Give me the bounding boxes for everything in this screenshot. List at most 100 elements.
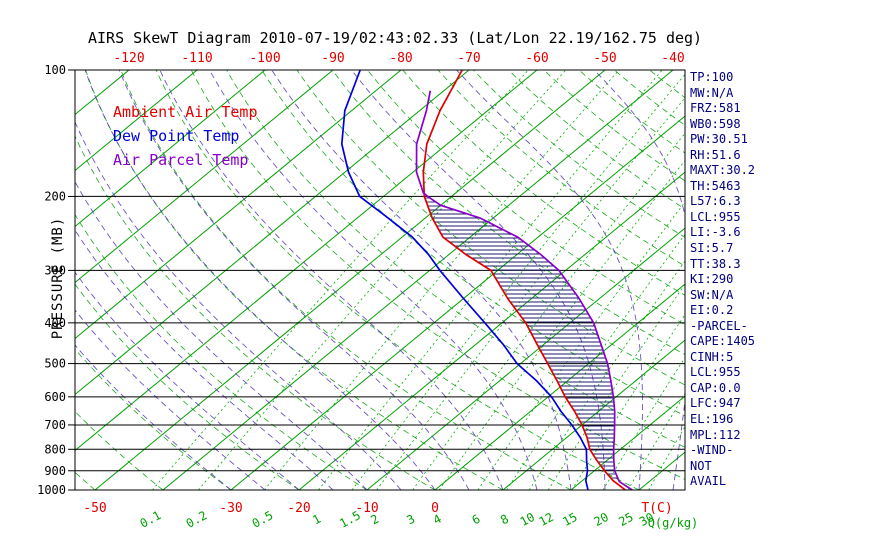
- isotherm-line: [75, 70, 470, 396]
- mixing-ratio-line: [627, 393, 685, 490]
- stats-panel: TP:100 MW:N/A FRZ:581 WB0:598 PW:30.51 RH:51.…: [690, 70, 755, 490]
- mixing-ratio-line: [506, 233, 685, 490]
- mixing-ratio-tick-label: 1: [310, 512, 323, 528]
- ambient-air-temp-curve: [422, 70, 626, 490]
- dry-adiabat-line: [367, 70, 685, 326]
- mixing-ratio-line: [351, 73, 685, 490]
- dry-adiabat-line: [543, 70, 685, 182]
- top-temp-tick-label: -70: [457, 51, 480, 66]
- stats-line: PW:30.51: [690, 132, 748, 147]
- stats-line: FRZ:581: [690, 101, 741, 116]
- mixing-ratio-tick-label: 15: [560, 510, 579, 529]
- plot-border: [74, 69, 686, 491]
- mixing-ratio-tick-label: 25: [616, 510, 635, 529]
- bottom-temp-tick-label: -10: [355, 501, 378, 516]
- mixing-ratio-tick-label: 8: [498, 512, 511, 528]
- dry-adiabat-line: [75, 213, 368, 490]
- mixing-ratio-tick-label: 0.1: [138, 508, 164, 531]
- dew-point-temp-curve: [340, 70, 589, 490]
- dry-adiabat-line: [437, 70, 685, 267]
- top-temp-tick-label: -100: [249, 51, 280, 66]
- stats-line: NOT: [690, 458, 712, 473]
- moist-adiabat-line: [593, 70, 685, 490]
- stats-line: CAPE:1405: [690, 334, 756, 349]
- isotherm-line: [75, 70, 402, 340]
- isotherm-line: [570, 395, 685, 490]
- page-title: AIRS SkewT Diagram 2010-07-19/02:43:02.3…: [88, 29, 703, 47]
- bottom-temp-tick-label: -50: [83, 501, 106, 516]
- dry-adiabat-line: [85, 70, 504, 490]
- isotherm-line: [75, 70, 538, 452]
- stats-line: LI:-3.6: [690, 225, 741, 240]
- mixing-ratio-line: [412, 132, 685, 490]
- mixing-ratio-line: [318, 70, 663, 490]
- moist-adiabat-line: [271, 70, 572, 490]
- stats-line: SI:5.7: [690, 241, 734, 256]
- isotherm-line: [162, 70, 674, 490]
- pressure-tick-label: 200: [44, 189, 66, 203]
- stats-line: TP:100: [690, 70, 734, 84]
- stats-line: -WIND-: [690, 443, 734, 458]
- pressure-tick-label: 400: [44, 316, 66, 330]
- pressure-tick-label: 900: [44, 464, 66, 478]
- mixing-ratio-tick-label: 20: [592, 510, 611, 529]
- mixing-ratio-tick-label: 12: [537, 510, 556, 529]
- stats-line: LFC:947: [690, 396, 741, 411]
- bottom-temp-tick-label: -20: [287, 501, 310, 516]
- air-parcel-temp-curve: [415, 90, 633, 490]
- dry-adiabat-line: [402, 70, 685, 296]
- pressure-tick-label: 300: [44, 263, 66, 277]
- dry-adiabat-line: [296, 70, 685, 386]
- moist-adiabat-line: [84, 70, 436, 490]
- isotherm-line: [75, 70, 266, 228]
- pressure-tick-label: 1000: [37, 483, 66, 497]
- top-temp-tick-label: -60: [525, 51, 548, 66]
- dry-adiabat-line: [473, 70, 685, 238]
- moist-adiabat-line: [209, 70, 538, 490]
- mixing-ratio-line: [264, 70, 620, 490]
- isotherm-line: [75, 70, 198, 172]
- mixing-ratio-unit-label: Q(g/kg): [648, 516, 699, 530]
- stats-line: L57:6.3: [690, 194, 741, 209]
- isotherm-line: [75, 70, 334, 284]
- top-temp-tick-label: -50: [593, 51, 616, 66]
- stats-line: MPL:112: [690, 427, 741, 442]
- pressure-tick-label: 800: [44, 442, 66, 456]
- mixing-ratio-tick-label: 6: [470, 512, 483, 528]
- stats-line: CAP:0.0: [690, 380, 741, 395]
- mixing-ratio-tick-label: 2: [368, 512, 381, 528]
- mixing-ratio-line: [198, 70, 567, 490]
- isotherm-line: [366, 227, 685, 490]
- stats-line: AVAIL: [690, 474, 727, 489]
- isotherm-line: [502, 339, 685, 490]
- bottom-temp-tick-label: -30: [219, 501, 242, 516]
- stats-line: TH:5463: [690, 178, 741, 193]
- mixing-ratio-tick-label: 30: [637, 510, 656, 529]
- mixing-ratio-tick-label: 3: [404, 512, 417, 528]
- top-temp-tick-label: -80: [389, 51, 412, 66]
- temp-unit-label: T(C): [641, 501, 672, 516]
- mixing-ratio-tick-label: 0.2: [184, 508, 210, 531]
- plot-area: [75, 70, 685, 490]
- pressure-tick-label: 100: [44, 63, 66, 77]
- bottom-temp-tick-label: 0: [431, 501, 439, 516]
- moist-adiabat-line: [351, 70, 606, 490]
- dry-adiabat-line: [649, 70, 685, 99]
- mixing-ratio-line: [376, 97, 685, 490]
- dry-adiabat-line: [261, 70, 685, 417]
- top-temp-tick-label: -40: [661, 51, 684, 66]
- moist-adiabat-line: [159, 70, 504, 490]
- top-temp-tick-label: -110: [181, 51, 212, 66]
- moist-adiabat-line: [75, 180, 368, 490]
- dry-adiabat-line: [75, 348, 232, 490]
- stats-line: EI:0.2: [690, 303, 734, 318]
- moist-adiabat-line: [456, 70, 643, 490]
- pressure-tick-label: 700: [44, 418, 66, 432]
- moist-adiabat-line: [118, 70, 470, 490]
- dry-adiabat-line: [155, 70, 640, 490]
- pressure-axis-label: PRESSURE (MB): [50, 216, 66, 340]
- moist-adiabat-line: [75, 271, 300, 490]
- mixing-ratio-tick-label: 0.5: [250, 508, 276, 531]
